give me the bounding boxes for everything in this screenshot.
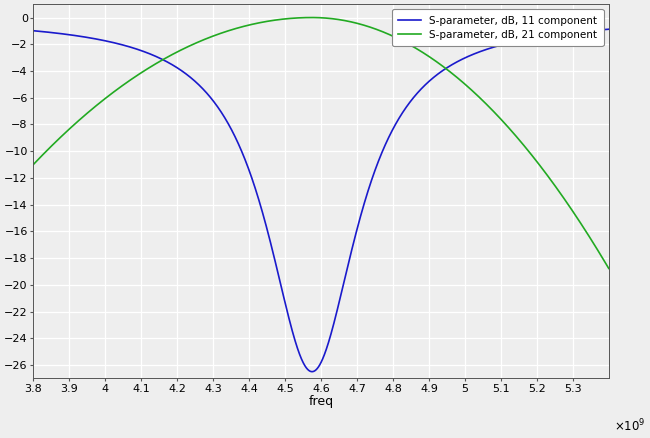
Text: $\times10^9$: $\times10^9$ xyxy=(614,417,646,434)
X-axis label: freq: freq xyxy=(309,395,333,408)
S-parameter, dB, 11 component xyxy=(238,148,246,154)
S-parameter, dB, 11 component xyxy=(29,28,37,33)
S-parameter, dB, 21 component xyxy=(58,133,66,138)
S-parameter, dB, 21 component xyxy=(605,266,613,271)
S-parameter, dB, 21 component xyxy=(308,15,316,20)
S-parameter, dB, 11 component xyxy=(370,171,378,176)
S-parameter, dB, 21 component xyxy=(238,24,246,29)
Line: S-parameter, dB, 11 component: S-parameter, dB, 11 component xyxy=(33,29,609,372)
S-parameter, dB, 11 component xyxy=(308,369,316,374)
S-parameter, dB, 11 component xyxy=(487,46,495,51)
S-parameter, dB, 11 component xyxy=(456,58,464,63)
S-parameter, dB, 21 component xyxy=(29,162,37,167)
S-parameter, dB, 11 component xyxy=(605,27,613,32)
S-parameter, dB, 11 component xyxy=(395,116,403,121)
S-parameter, dB, 11 component xyxy=(58,31,66,36)
Line: S-parameter, dB, 21 component: S-parameter, dB, 21 component xyxy=(33,18,609,268)
S-parameter, dB, 21 component xyxy=(370,26,378,31)
S-parameter, dB, 21 component xyxy=(487,106,495,111)
S-parameter, dB, 21 component xyxy=(456,77,464,82)
Legend: S-parameter, dB, 11 component, S-parameter, dB, 21 component: S-parameter, dB, 11 component, S-paramet… xyxy=(392,9,604,46)
S-parameter, dB, 21 component xyxy=(395,36,403,42)
